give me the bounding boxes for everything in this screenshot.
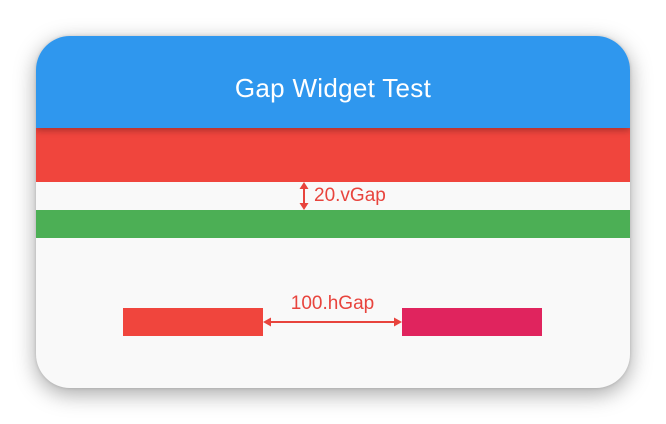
green-container <box>36 210 630 238</box>
app-bar: Gap Widget Test <box>36 36 630 128</box>
horizontal-gap-label: 100.hGap <box>290 293 375 314</box>
app-window: Gap Widget Test 20.vGap 100.hGap <box>36 36 630 388</box>
horizontal-double-arrow-icon <box>263 317 402 327</box>
app-bar-title: Gap Widget Test <box>234 72 432 103</box>
vertical-double-arrow-icon <box>299 182 309 210</box>
vertical-gap-label: 20.vGap <box>314 185 386 206</box>
left-red-box <box>123 308 263 336</box>
right-pink-box <box>402 308 542 336</box>
vertical-gap-annotation: 20.vGap <box>298 182 386 210</box>
red-container <box>36 128 630 182</box>
